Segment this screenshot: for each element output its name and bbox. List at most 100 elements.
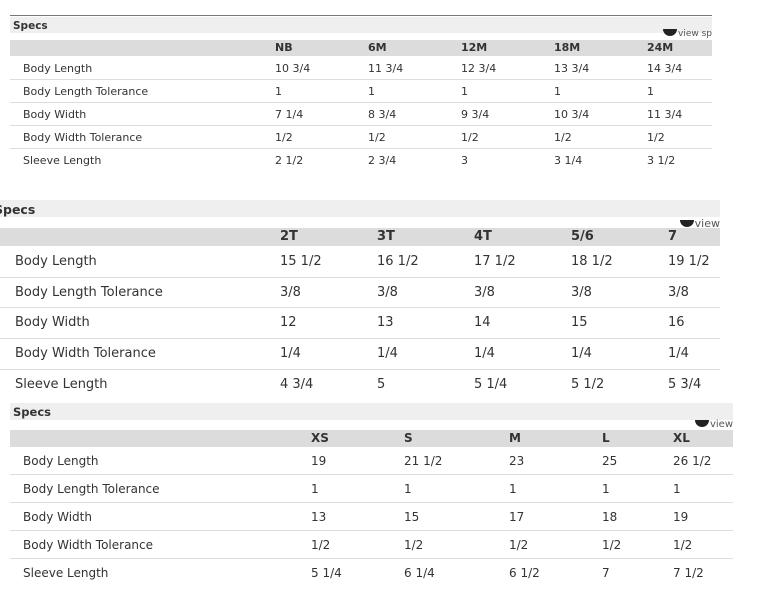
column-header: XL [673, 431, 690, 445]
header-row [0, 228, 720, 246]
view-text[interactable]: view [694, 217, 720, 230]
cell-value: 19 [673, 510, 689, 524]
cell-value: 1 [461, 85, 468, 98]
cell-value: 1/2 [461, 131, 479, 144]
cell-value: 13 [377, 315, 394, 331]
view-text[interactable]: view sp [678, 29, 712, 39]
cell-value: 17 1/2 [474, 254, 516, 269]
cell-value: 18 [602, 510, 618, 524]
cell-value: 1 [647, 85, 654, 98]
cell-value: 6 1/2 [509, 566, 540, 580]
cell-value: 21 1/2 [404, 454, 443, 468]
cell-value: 19 [311, 454, 327, 468]
cell-value: 1/2 [509, 538, 529, 552]
cell-value: 1/4 [668, 346, 689, 362]
cell-value: 4 3/4 [280, 376, 314, 392]
row-label: Body Width Tolerance [23, 538, 154, 552]
column-header: M [509, 431, 521, 445]
cell-value: 13 3/4 [554, 62, 590, 75]
top-rule [10, 15, 712, 16]
row-separator [10, 474, 733, 475]
cell-value: 9 3/4 [461, 108, 490, 121]
cell-value: 26 1/2 [673, 454, 712, 468]
cell-value: 3/8 [280, 284, 301, 300]
cell-value: 1 [554, 85, 561, 98]
cell-value: 23 [509, 454, 525, 468]
row-separator [10, 530, 733, 531]
cell-value: 13 [311, 510, 327, 524]
cell-value: 3 [461, 154, 468, 167]
row-separator [10, 125, 712, 126]
cell-value: 3/8 [668, 284, 689, 300]
view-text[interactable]: view [709, 419, 733, 430]
column-header: 3T [377, 229, 395, 244]
cell-value: 15 1/2 [280, 254, 322, 269]
view-icon [679, 220, 694, 227]
row-label: Body Width Tolerance [23, 131, 143, 144]
cell-value: 1 [368, 85, 375, 98]
cell-value: 14 3/4 [647, 62, 683, 75]
row-label: Body Length [15, 254, 97, 269]
cell-value: 16 1/2 [377, 254, 419, 269]
cell-value: 14 [474, 315, 491, 331]
column-header: 7 [668, 229, 678, 244]
row-label: Sleeve Length [15, 376, 108, 392]
cell-value: 1/2 [404, 538, 424, 552]
row-label: Body Length [23, 454, 99, 468]
spec-table: Specs view 2T 3T 4T 5/6 7 Body Length 15 1/2 16 1… [0, 200, 720, 400]
view-link[interactable]: view [679, 217, 720, 230]
column-header: S [404, 431, 413, 445]
cell-value: 16 [668, 315, 685, 331]
cell-value: 3 1/4 [554, 154, 583, 167]
cell-value: 1 [602, 482, 610, 496]
row-separator [10, 148, 712, 149]
row-separator [0, 276, 720, 278]
cell-value: 1/2 [554, 131, 572, 144]
view-icon [663, 29, 677, 36]
row-label: Sleeve Length [23, 566, 109, 580]
cell-value: 18 1/2 [571, 254, 613, 269]
column-header: 6M [368, 41, 387, 54]
cell-value: 7 1/4 [275, 108, 304, 121]
row-separator [10, 558, 733, 559]
cell-value: 1/2 [275, 131, 293, 144]
header-row [10, 430, 733, 447]
cell-value: 3 1/2 [647, 154, 676, 167]
cell-value: 25 [602, 454, 618, 468]
row-label: Sleeve Length [23, 154, 102, 167]
row-label: Body Length Tolerance [23, 482, 160, 496]
cell-value: 1/2 [673, 538, 693, 552]
cell-value: 5 3/4 [668, 376, 702, 392]
table-title: Specs [13, 20, 48, 32]
row-label: Body Length [23, 62, 93, 75]
row-separator [10, 502, 733, 503]
spec-table: Specs view XS S M L XL Body Length 19 21 1/2 23 25 2… [10, 403, 733, 593]
row-label: Body Width [23, 510, 92, 524]
cell-value: 7 [602, 566, 610, 580]
cell-value: 7 1/2 [673, 566, 704, 580]
table-title: Specs [13, 405, 51, 419]
column-header: 4T [474, 229, 492, 244]
cell-value: 19 1/2 [668, 254, 710, 269]
cell-value: 5 [377, 376, 386, 392]
view-icon [694, 420, 709, 427]
cell-value: 5 1/4 [474, 376, 508, 392]
cell-value: 1/2 [647, 131, 665, 144]
cell-value: 1/4 [280, 346, 301, 362]
cell-value: 8 3/4 [368, 108, 397, 121]
cell-value: 1 [509, 482, 517, 496]
cell-value: 3/8 [474, 284, 495, 300]
column-header: 5/6 [571, 229, 594, 244]
cell-value: 12 [280, 315, 297, 331]
table-title: Specs [0, 202, 36, 217]
column-header: 18M [554, 41, 581, 54]
title-bar [10, 403, 733, 420]
view-link[interactable]: view sp [663, 29, 712, 39]
row-label: Body Length Tolerance [23, 85, 149, 98]
cell-value: 10 3/4 [275, 62, 311, 75]
view-link[interactable]: view [694, 419, 733, 430]
cell-value: 10 3/4 [554, 108, 590, 121]
row-label: Body Width Tolerance [15, 346, 156, 362]
cell-value: 3/8 [571, 284, 592, 300]
